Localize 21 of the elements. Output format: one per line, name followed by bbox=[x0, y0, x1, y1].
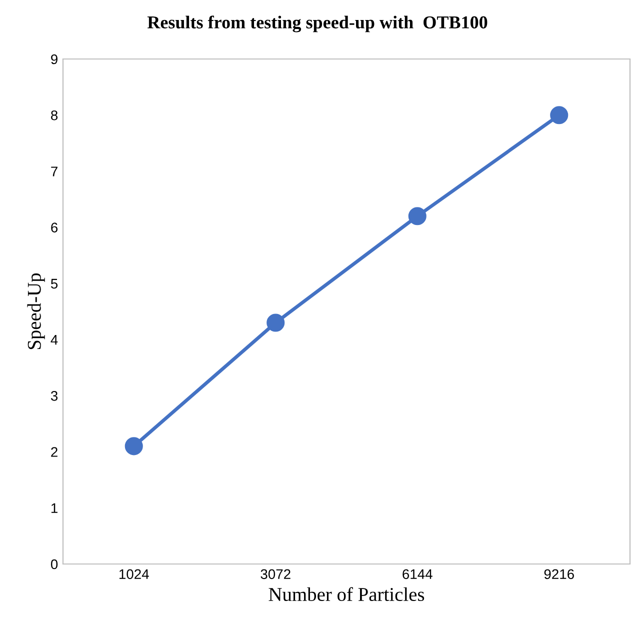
x-axis-title: Number of Particles bbox=[268, 587, 424, 602]
y-tick-label: 9 bbox=[51, 54, 58, 64]
y-tick-label: 8 bbox=[51, 110, 58, 120]
x-tick-label: 6144 bbox=[402, 569, 432, 580]
y-tick-label: 7 bbox=[51, 166, 58, 176]
y-tick-label: 5 bbox=[50, 278, 58, 289]
point bbox=[266, 314, 285, 332]
point bbox=[550, 106, 568, 124]
x-tick-label: 9216 bbox=[544, 569, 574, 580]
y-tick-label: 3 bbox=[50, 391, 58, 401]
y-tick-label: 2 bbox=[51, 447, 58, 457]
y-tick-label: 1 bbox=[51, 503, 58, 513]
y-tick-label: 0 bbox=[50, 559, 58, 570]
y-axis-title: Speed-Up bbox=[27, 273, 45, 350]
point bbox=[408, 207, 426, 226]
x-tick-label: 1024 bbox=[119, 569, 149, 580]
y-tick-label: 6 bbox=[51, 222, 58, 233]
chart-title: Results from testing speed-up with OTB100 bbox=[147, 16, 488, 32]
point bbox=[124, 437, 143, 456]
y-tick-label: 4 bbox=[50, 335, 58, 345]
x-tick-label: 3072 bbox=[260, 569, 290, 580]
